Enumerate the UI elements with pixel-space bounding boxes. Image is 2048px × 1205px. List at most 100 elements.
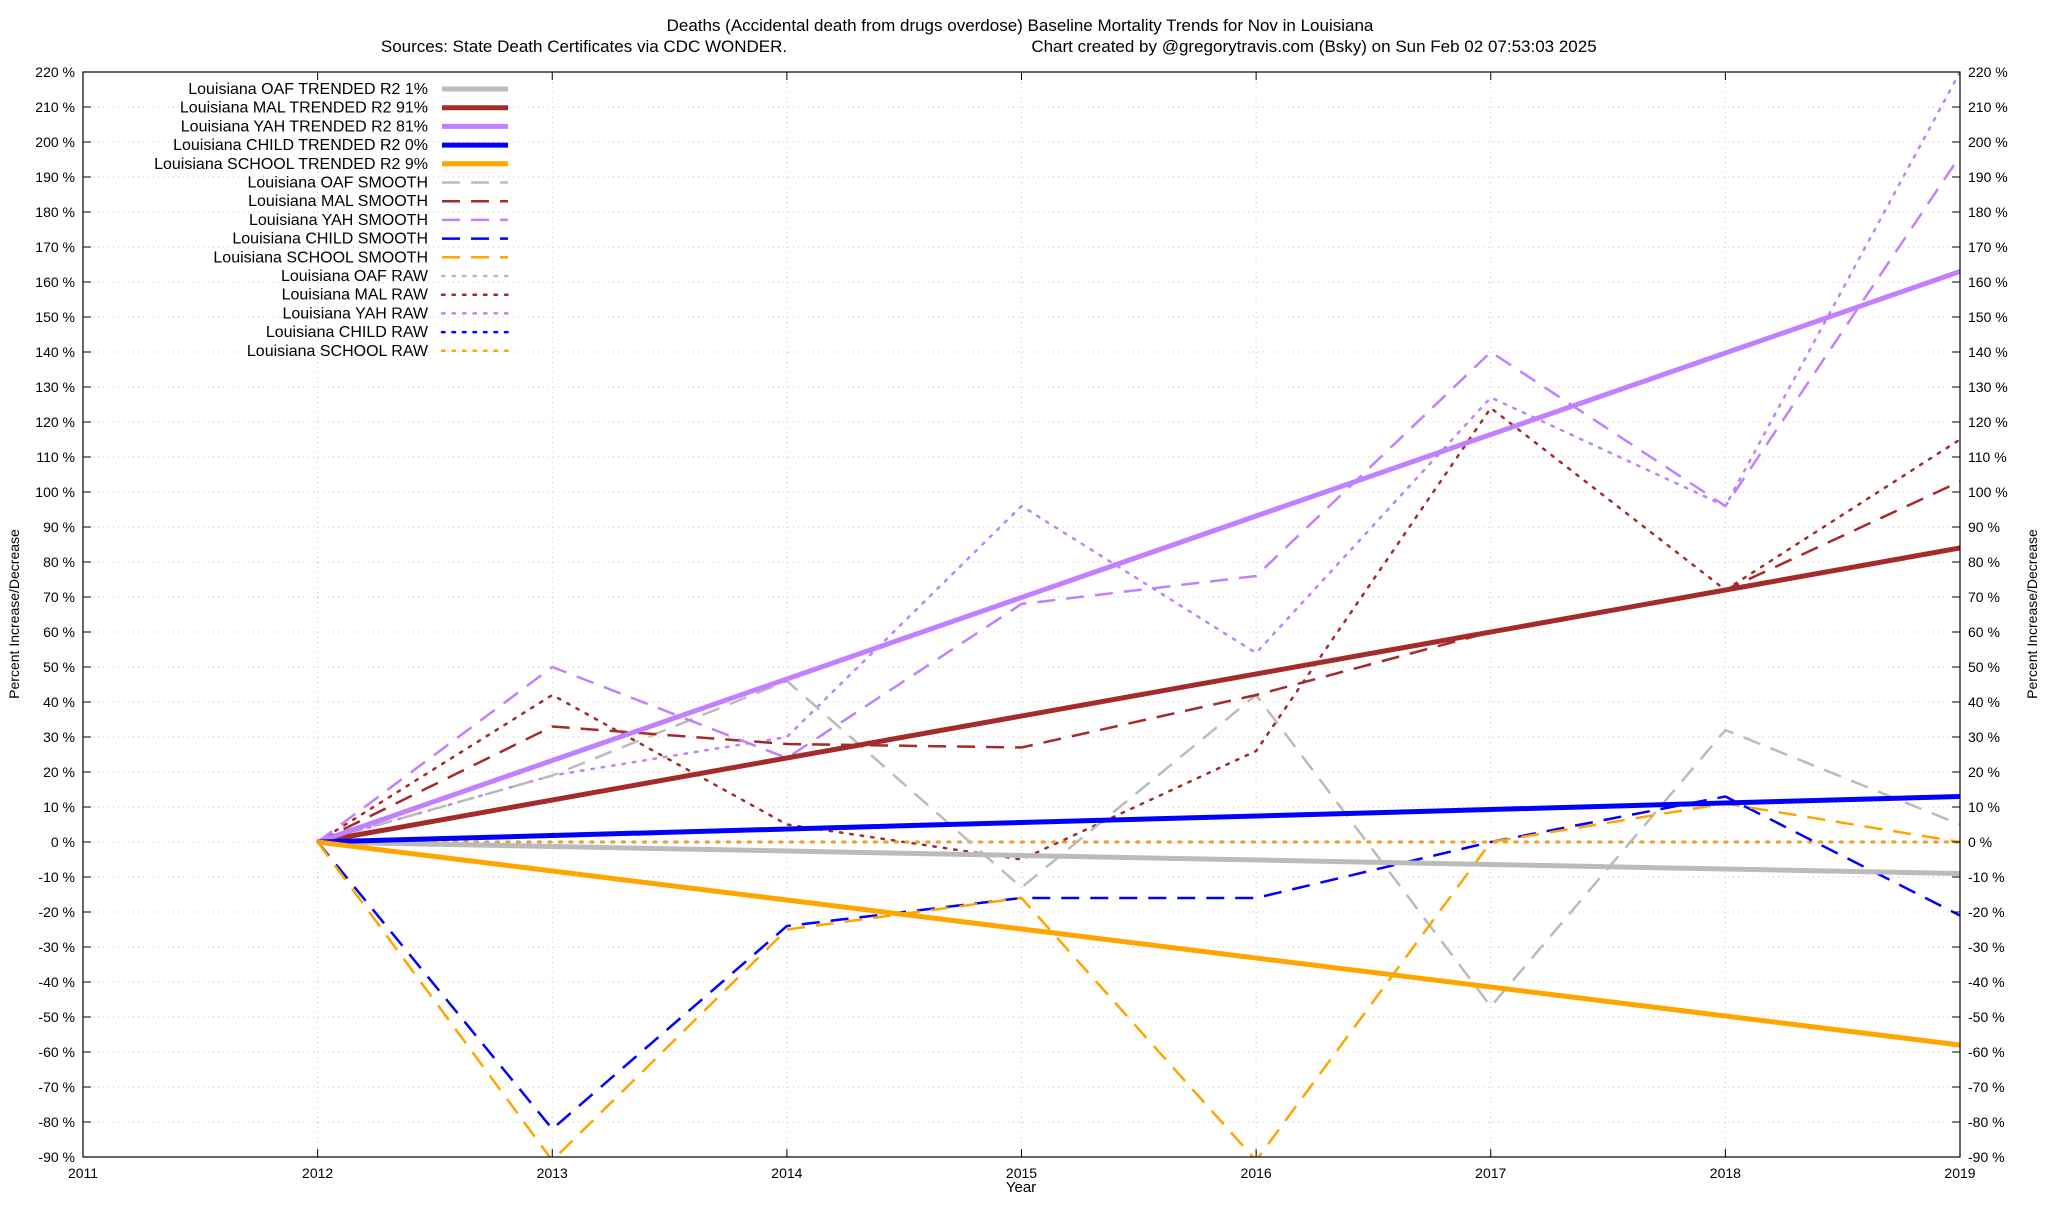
chart-sources: Sources: State Death Certificates via CD… <box>381 37 787 56</box>
y-tick-label-right: -70 % <box>1968 1079 2005 1095</box>
y-tick-label-left: 110 % <box>36 449 75 465</box>
x-tick-label: 2012 <box>302 1165 333 1181</box>
y-tick-label-right: -20 % <box>1968 904 2005 920</box>
legend-label: Louisiana CHILD TRENDED R2 0% <box>173 137 428 154</box>
y-tick-label-right: -90 % <box>1968 1149 2005 1165</box>
y-tick-label-right: 210 % <box>1968 99 2008 115</box>
y-tick-label-left: 40 % <box>43 694 75 710</box>
y-tick-label-left: 80 % <box>43 554 75 570</box>
legend-label: Louisiana OAF TRENDED R2 1% <box>188 81 428 98</box>
axis-ticks: -90 % -90 % -80 % -80 % -70 % -70 % -60 % -60 %… <box>35 64 2007 1181</box>
y-tick-label-right: 110 % <box>1968 449 2007 465</box>
y-tick-label-left: 100 % <box>35 484 75 500</box>
x-tick-label: 2019 <box>1944 1165 1975 1181</box>
y-tick-label-left: 20 % <box>43 764 75 780</box>
series-line-1 <box>317 545 1960 845</box>
y-tick-label-right: 20 % <box>1968 764 2000 780</box>
series-line-11 <box>316 406 1960 861</box>
y-tick-label-left: 70 % <box>43 589 75 605</box>
y-tick-label-right: 40 % <box>1968 694 2000 710</box>
y-tick-label-left: 160 % <box>35 274 75 290</box>
x-tick-label: 2013 <box>537 1165 568 1181</box>
legend-label: Louisiana CHILD RAW <box>266 324 429 341</box>
y-tick-label-right: 50 % <box>1968 659 2000 675</box>
x-tick-label: 2017 <box>1475 1165 1506 1181</box>
y-tick-label-right: 150 % <box>1968 309 2008 325</box>
y-tick-label-left: -30 % <box>38 939 75 955</box>
series-line-9 <box>316 802 1960 1157</box>
x-tick-label: 2015 <box>1006 1165 1037 1181</box>
legend-label: Louisiana MAL TRENDED R2 91% <box>180 100 428 117</box>
y-tick-label-right: 70 % <box>1968 589 2000 605</box>
y-tick-label-right: 200 % <box>1968 134 2008 150</box>
series-line-6 <box>317 480 1960 844</box>
y-tick-label-right: 120 % <box>1968 414 2008 430</box>
y-axis-label-left: Percent Increase/Decrease <box>6 529 22 699</box>
y-tick-label-left: 30 % <box>43 729 75 745</box>
y-tick-label-right: 160 % <box>1968 274 2008 290</box>
series-line-8 <box>316 795 1960 1131</box>
x-tick-label: 2016 <box>1241 1165 1272 1181</box>
y-tick-label-left: 200 % <box>35 134 75 150</box>
legend-label: Louisiana SCHOOL SMOOTH <box>213 249 428 266</box>
legend-label: Louisiana OAF SMOOTH <box>248 175 429 192</box>
y-tick-label-right: 80 % <box>1968 554 2000 570</box>
y-tick-label-left: 140 % <box>35 344 75 360</box>
y-tick-label-left: 60 % <box>43 624 75 640</box>
y-tick-label-right: 60 % <box>1968 624 2000 640</box>
y-tick-label-left: -20 % <box>38 904 75 920</box>
series-line-4 <box>317 839 1960 1048</box>
y-tick-label-left: 130 % <box>35 379 75 395</box>
x-tick-label: 2018 <box>1710 1165 1741 1181</box>
y-tick-label-right: 10 % <box>1968 799 2000 815</box>
series-line-3 <box>317 794 1960 845</box>
y-tick-label-left: -90 % <box>38 1149 75 1165</box>
y-tick-label-right: -40 % <box>1968 974 2005 990</box>
series-line-0 <box>317 839 1960 876</box>
y-tick-label-left: 180 % <box>35 204 75 220</box>
x-axis-label: Year <box>1006 1179 1036 1196</box>
y-tick-label-left: -80 % <box>38 1114 75 1130</box>
y-tick-label-left: 50 % <box>43 659 75 675</box>
y-tick-label-left: 220 % <box>35 64 75 80</box>
legend-label: Louisiana YAH SMOOTH <box>249 212 428 229</box>
chart-credit: Chart created by @gregorytravis.com (Bsk… <box>1031 37 1596 56</box>
legend-label: Louisiana SCHOOL TRENDED R2 9% <box>154 156 428 173</box>
legend-label: Louisiana CHILD SMOOTH <box>232 231 428 248</box>
y-tick-label-left: -40 % <box>38 974 75 990</box>
y-tick-label-left: 120 % <box>35 414 75 430</box>
series-lines <box>316 72 1960 1157</box>
y-tick-label-left: -50 % <box>38 1009 75 1025</box>
y-tick-label-left: -10 % <box>38 869 75 885</box>
y-tick-label-left: -70 % <box>38 1079 75 1095</box>
series-line-12 <box>316 72 1960 844</box>
y-tick-label-right: 180 % <box>1968 204 2008 220</box>
y-tick-label-left: 90 % <box>43 519 75 535</box>
legend-label: Louisiana SCHOOL RAW <box>247 343 429 360</box>
legend: Louisiana OAF TRENDED R2 1% Louisiana MAL… <box>154 81 510 360</box>
chart-title: Deaths (Accidental death from drugs over… <box>667 16 1374 35</box>
legend-label: Louisiana YAH RAW <box>282 305 428 322</box>
y-tick-label-right: 130 % <box>1968 379 2008 395</box>
y-tick-label-right: 140 % <box>1968 344 2008 360</box>
x-tick-label: 2011 <box>68 1165 98 1181</box>
y-tick-label-right: 190 % <box>1968 169 2008 185</box>
legend-label: Louisiana OAF RAW <box>281 268 429 285</box>
y-tick-label-left: -60 % <box>38 1044 75 1060</box>
y-tick-label-right: -30 % <box>1968 939 2005 955</box>
y-tick-label-right: 170 % <box>1968 239 2008 255</box>
y-tick-label-left: 0 % <box>51 834 75 850</box>
legend-label: Louisiana MAL RAW <box>282 287 429 304</box>
y-tick-label-right: 100 % <box>1968 484 2008 500</box>
legend-label: Louisiana MAL SMOOTH <box>248 193 428 210</box>
x-tick-label: 2014 <box>771 1165 802 1181</box>
y-tick-label-left: 170 % <box>35 239 75 255</box>
y-tick-label-left: 210 % <box>35 99 75 115</box>
y-tick-label-right: 90 % <box>1968 519 2000 535</box>
y-axis-label-right: Percent Increase/Decrease <box>2024 529 2040 699</box>
series-line-5 <box>317 679 1960 1008</box>
y-tick-label-right: 30 % <box>1968 729 2000 745</box>
y-tick-label-right: -50 % <box>1968 1009 2005 1025</box>
